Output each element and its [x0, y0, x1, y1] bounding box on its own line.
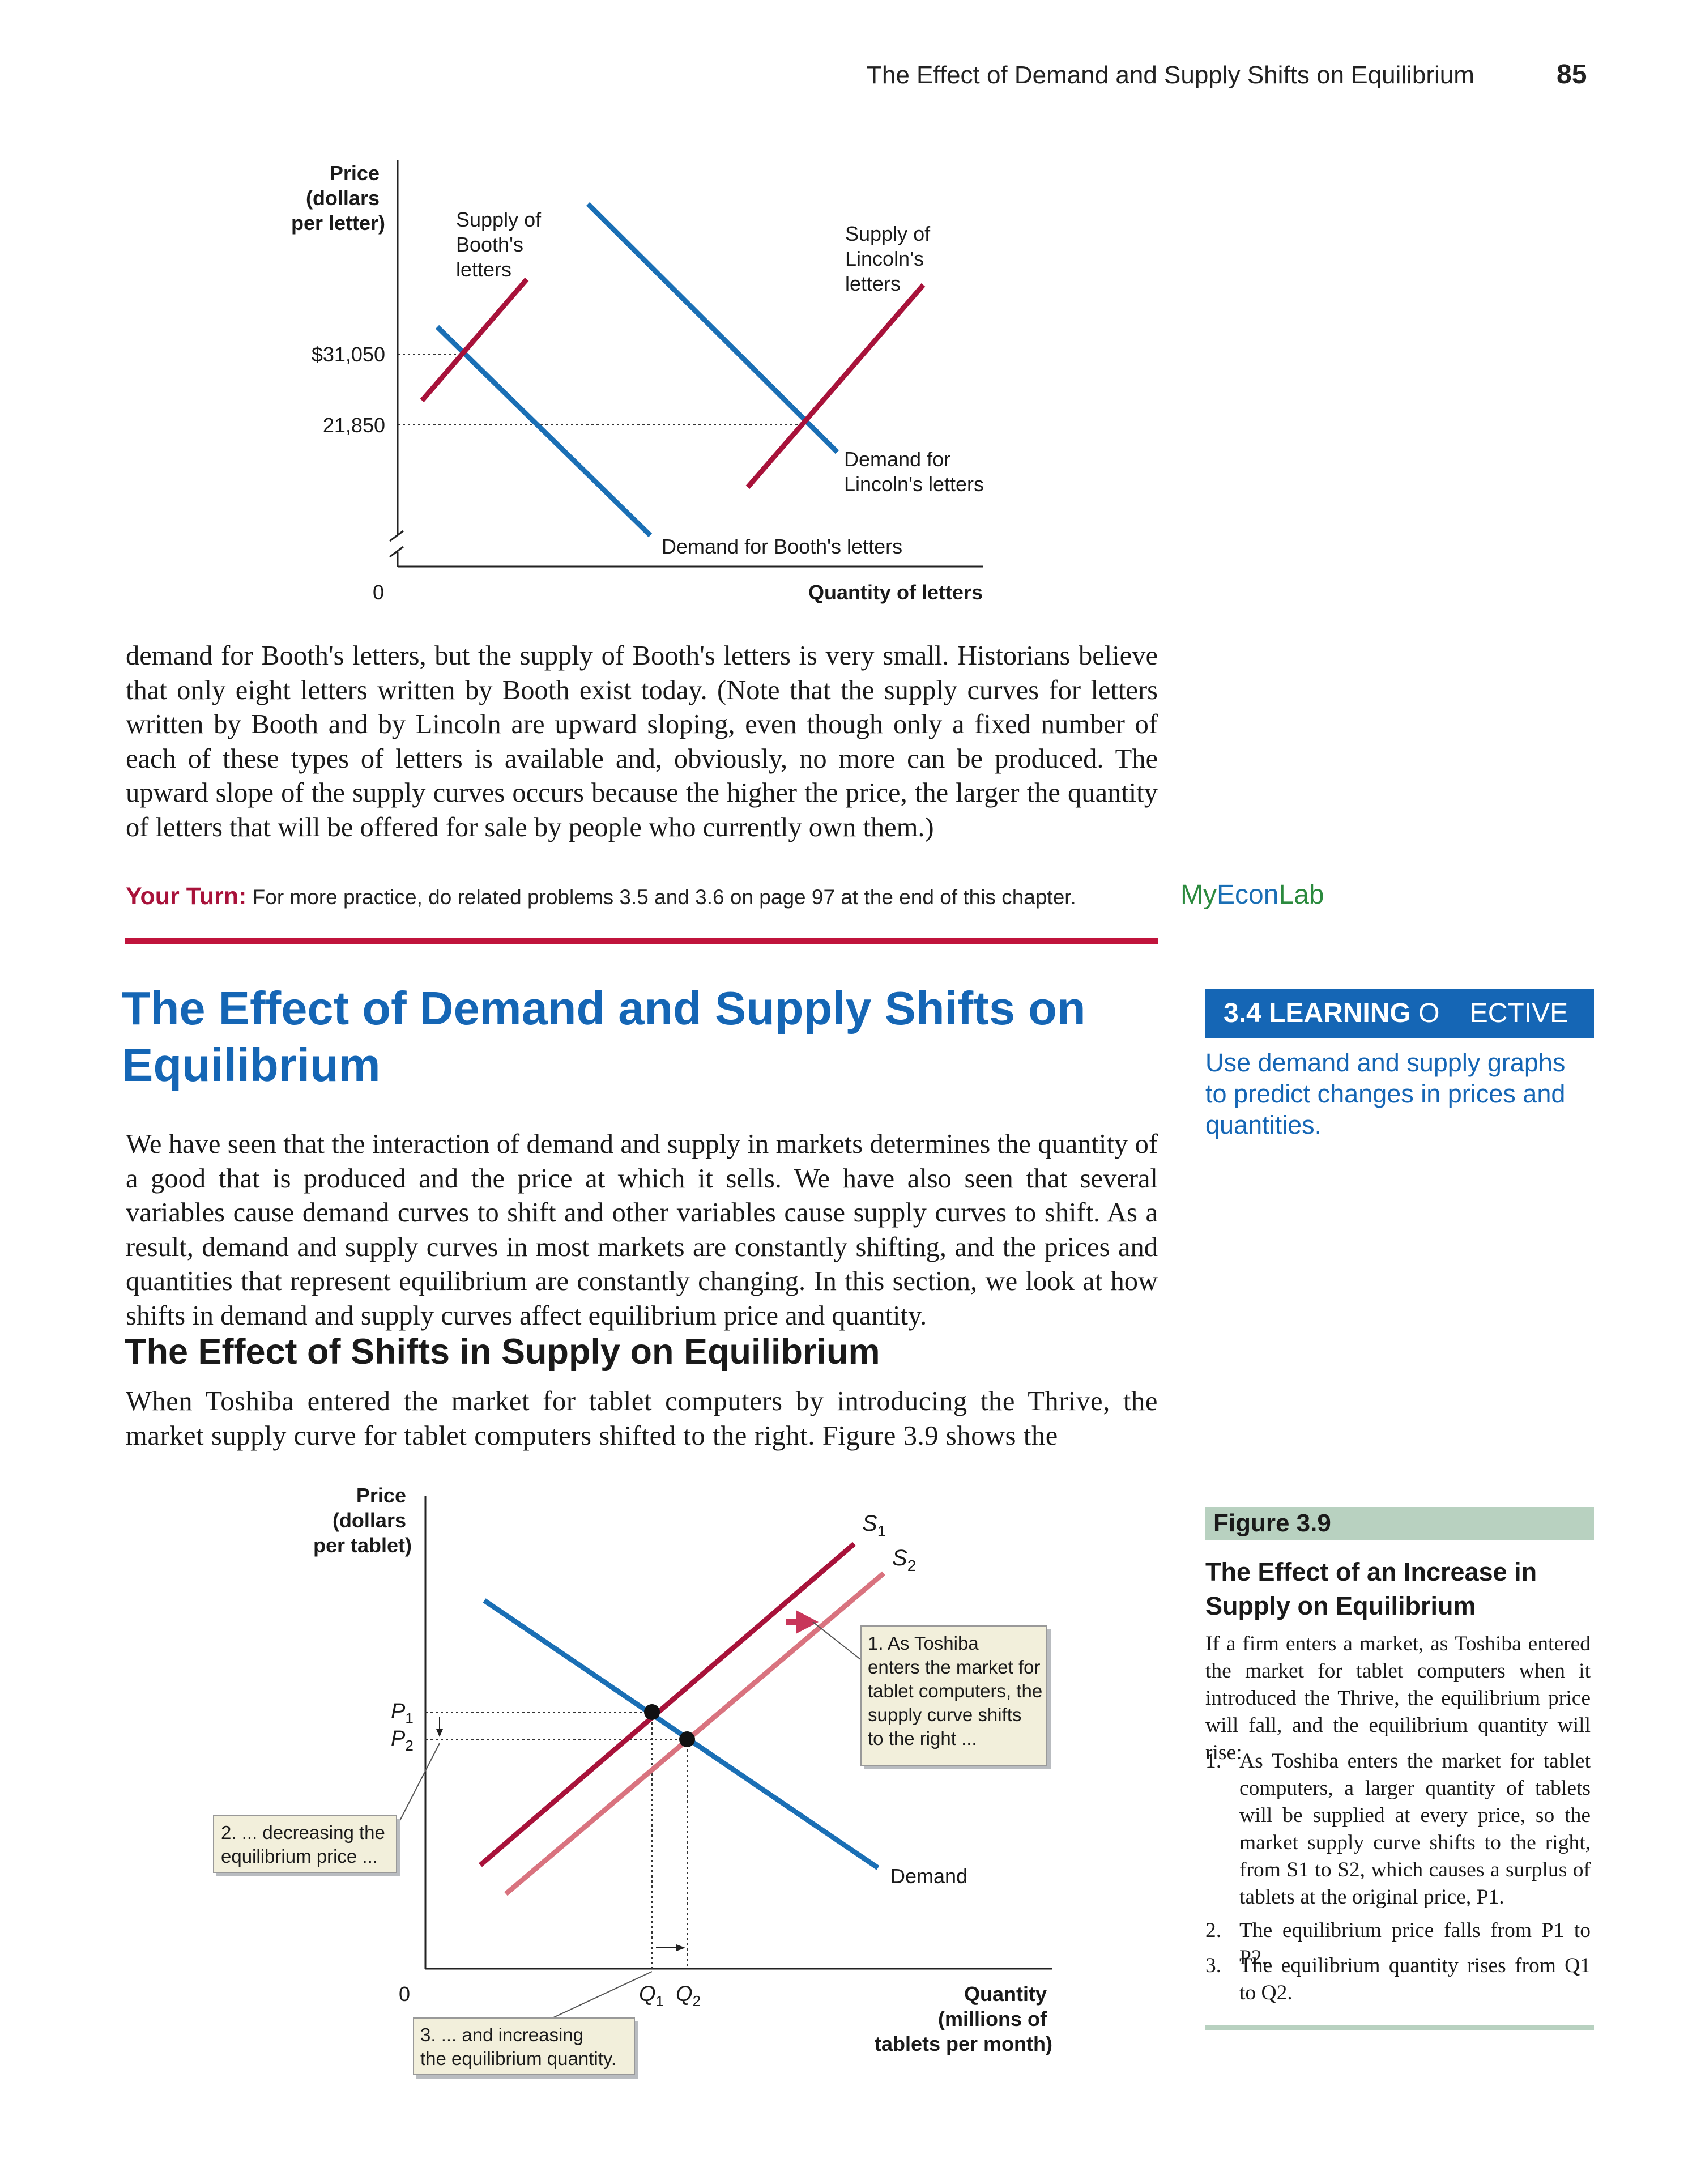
figure-list-item: 3. The equilibrium quantity rises from Q…: [1205, 1954, 1591, 2004]
letters-x-label: Quantity of letters: [808, 581, 983, 604]
supply-lincoln-curve: [745, 283, 926, 489]
letters-chart: Price (dollars per letter) $31,050 21,85…: [291, 160, 984, 604]
s2-label: S2: [892, 1546, 916, 1574]
supply-booth-label: Supply of Booth's letters: [456, 208, 547, 281]
callout-3-leader: [552, 1971, 653, 2019]
p2-label: P2: [391, 1727, 414, 1754]
callout-1-text: 1. As Toshiba enters the market for tabl…: [868, 1633, 1047, 1749]
letters-axis-break-2: [389, 546, 404, 558]
figure-caption-bottom-rule: [1205, 2025, 1594, 2030]
section-divider: [125, 938, 1158, 944]
letters-price-low-label: 21,850: [323, 414, 385, 437]
demand-label: Demand: [890, 1864, 967, 1888]
figure-list-item: 1. As Toshiba enters the market for tabl…: [1205, 1749, 1591, 1909]
tablet-x-label: Quantity (millions of tablets per month): [875, 1982, 1052, 2055]
learning-objective-word: O ECTIVE: [1418, 998, 1568, 1028]
equilibrium-point-1: [644, 1704, 660, 1720]
callout-3-text: 3. ... and increasing the equilibrium qu…: [420, 2024, 616, 2069]
demand-lincoln-label: Demand for Lincoln's letters: [844, 448, 984, 496]
callout-1-leader: [812, 1621, 866, 1664]
your-turn-text: For more practice, do related problems 3…: [246, 885, 1076, 909]
q2-label: Q2: [676, 1982, 701, 2010]
figure-label: Figure 3.9: [1213, 1509, 1331, 1537]
shift-arrow-head: [796, 1610, 819, 1634]
figure-title: The Effect of an Increase in Supply on E…: [1205, 1557, 1537, 1620]
p1-label: P1: [391, 1700, 414, 1727]
paragraph-intro-shifts: We have seen that the interaction of dem…: [126, 1129, 1158, 1331]
callout-3-box: [413, 2017, 635, 2075]
myeconlab-logo[interactable]: MyEconLab: [1180, 880, 1324, 910]
supply-lincoln-label: Supply of Lincoln's letters: [845, 222, 936, 295]
page-number: 85: [1557, 59, 1587, 90]
letters-origin-label: 0: [373, 581, 384, 604]
figure-description: If a firm enters a market, as Toshiba en…: [1205, 1632, 1591, 1764]
tablet-supply-chart: Price (dollars per tablet) Quantity (mil…: [213, 1484, 1052, 2075]
learning-objective-number: 3.4 LEARNING: [1224, 998, 1411, 1028]
learning-objective-text: Use demand and supply graphs to predict …: [1205, 1048, 1566, 1139]
equilibrium-point-2: [679, 1731, 695, 1747]
tablet-y-label: Price (dollars per tablet): [313, 1484, 412, 1557]
subsection-title: The Effect of Shifts in Supply on Equili…: [125, 1332, 880, 1372]
quantity-rise-arrow-head: [676, 1944, 685, 1951]
demand-booth-curve: [435, 325, 653, 538]
callout-1-box: [860, 1625, 1047, 1766]
paragraph-toshiba: When Toshiba entered the market for tabl…: [126, 1386, 1158, 1451]
letters-price-high-label: $31,050: [312, 343, 385, 366]
running-header-title: The Effect of Demand and Supply Shifts o…: [867, 61, 1474, 89]
demand-booth-label: Demand for Booth's letters: [662, 535, 902, 558]
figure-list-item: 2. The equilibrium price falls from P1 t…: [1205, 1919, 1591, 1969]
your-turn-note: Your Turn: For more practice, do related…: [126, 883, 1076, 910]
s2-curve: [504, 1571, 885, 1896]
callout-2-text: 2. ... decreasing the equilibrium price …: [221, 1822, 390, 1867]
letters-y-label: Price (dollars per letter): [291, 161, 385, 235]
your-turn-label: Your Turn:: [126, 883, 247, 910]
learning-objective-header: 3.4 LEARNING O ECTIVE: [1205, 989, 1594, 1038]
q1-label: Q1: [639, 1982, 664, 2010]
supply-booth-curve: [420, 278, 529, 402]
letters-axis-break-1: [389, 530, 404, 542]
s1-label: S1: [862, 1511, 886, 1540]
demand-lincoln-curve: [586, 202, 839, 454]
tablet-origin-label: 0: [399, 1982, 410, 2006]
callout-2-leader: [396, 1743, 440, 1828]
price-drop-arrow-head: [436, 1729, 443, 1737]
figure-label-bar: [1205, 1507, 1594, 1540]
section-title: The Effect of Demand and Supply Shifts o…: [122, 982, 1086, 1091]
paragraph-booth-letters: demand for Booth's letters, but the supp…: [126, 641, 1158, 842]
s1-curve: [479, 1542, 856, 1867]
callout-2-box: [213, 1815, 397, 1873]
